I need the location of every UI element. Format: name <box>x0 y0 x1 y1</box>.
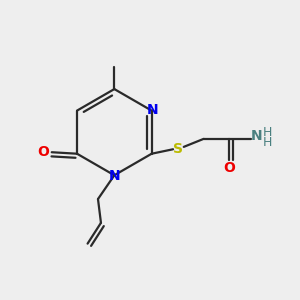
Text: O: O <box>223 161 235 175</box>
Text: N: N <box>109 169 121 183</box>
Text: H: H <box>263 126 272 139</box>
Text: S: S <box>173 142 183 156</box>
Text: N: N <box>146 103 158 117</box>
Text: N: N <box>251 129 262 143</box>
Text: H: H <box>263 136 272 149</box>
Text: O: O <box>38 145 50 159</box>
